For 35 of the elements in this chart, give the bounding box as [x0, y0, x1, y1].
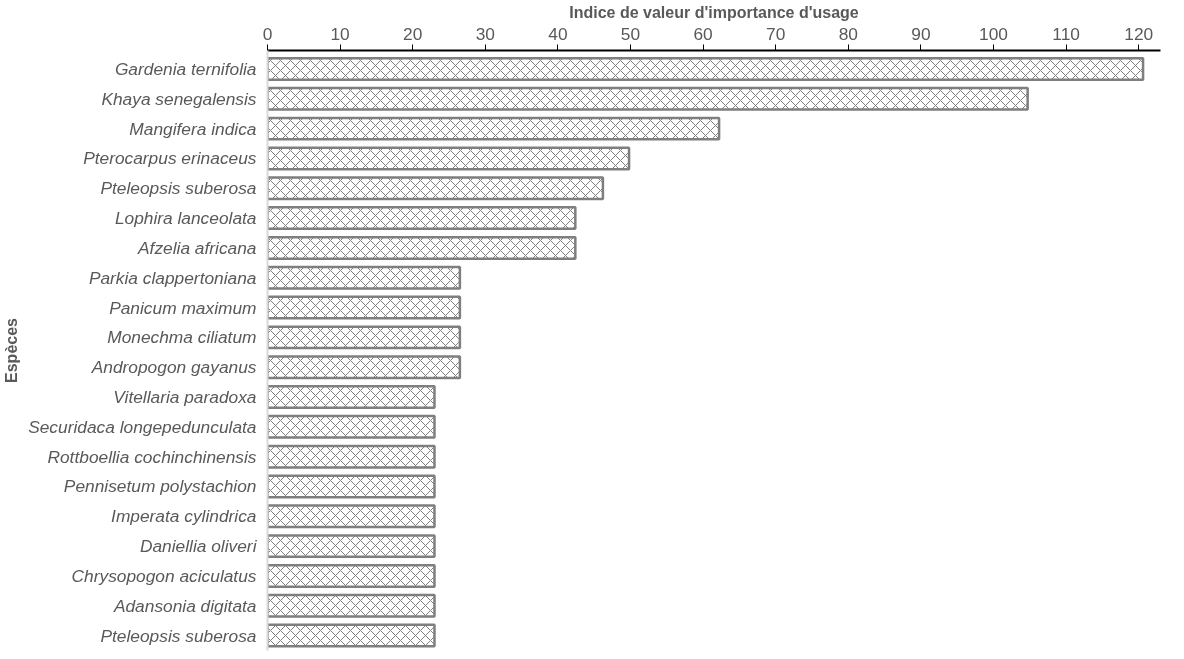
y-tick-label: Andropogon gayanus: [90, 357, 257, 378]
y-tick-label: Pteleopsis suberosa: [100, 625, 257, 646]
x-tick-label: 0: [262, 23, 273, 44]
x-axis-title: Indice de valeur d'importance d'usage: [569, 3, 859, 21]
x-tick-label: 10: [330, 23, 350, 44]
y-tick-label: Afzelia africana: [137, 237, 257, 258]
y-tick-label: Monechma ciliatum: [107, 327, 257, 348]
y-tick-label: Vitellaria paradoxa: [113, 387, 257, 408]
x-tick-label: 70: [766, 23, 786, 44]
y-tick-label: Khaya senegalensis: [101, 88, 257, 109]
y-tick-label: Pterocarpus erinaceus: [83, 148, 257, 169]
x-tick-label: 50: [620, 23, 641, 44]
y-tick-label: Daniellia oliveri: [139, 536, 258, 557]
y-tick-label: Gardenia ternifolia: [114, 58, 257, 79]
x-tick-label: 60: [693, 23, 713, 44]
y-axis-title: Espèces: [3, 317, 21, 383]
y-tick-label: Imperata cylindrica: [111, 506, 257, 527]
x-tick-label: 110: [1052, 23, 1080, 44]
x-tick-label: 100: [979, 23, 1008, 44]
x-tick-label: 90: [911, 23, 931, 44]
y-tick-label: Rottboellia cochinchinensis: [47, 446, 257, 467]
y-tick-label: Lophira lanceolata: [114, 208, 257, 229]
x-tick-label: 120: [1124, 23, 1154, 44]
x-tick-label: 30: [475, 23, 495, 44]
y-tick-label: Mangifera indica: [129, 118, 257, 139]
x-tick-label: 20: [403, 23, 423, 44]
y-tick-label: Adansonia digitata: [112, 595, 257, 616]
y-tick-label: Pteleopsis suberosa: [100, 178, 257, 199]
y-tick-label: Chrysopogon aciculatus: [71, 565, 257, 586]
x-tick-label: 80: [838, 23, 858, 44]
y-tick-label: Parkia clappertoniana: [88, 267, 257, 288]
x-tick-label: 40: [548, 23, 568, 44]
y-tick-label: Panicum maximum: [109, 297, 257, 318]
y-tick-label: Pennisetum polystachion: [63, 476, 257, 497]
y-tick-label: Securidaca longepedunculata: [28, 416, 257, 437]
